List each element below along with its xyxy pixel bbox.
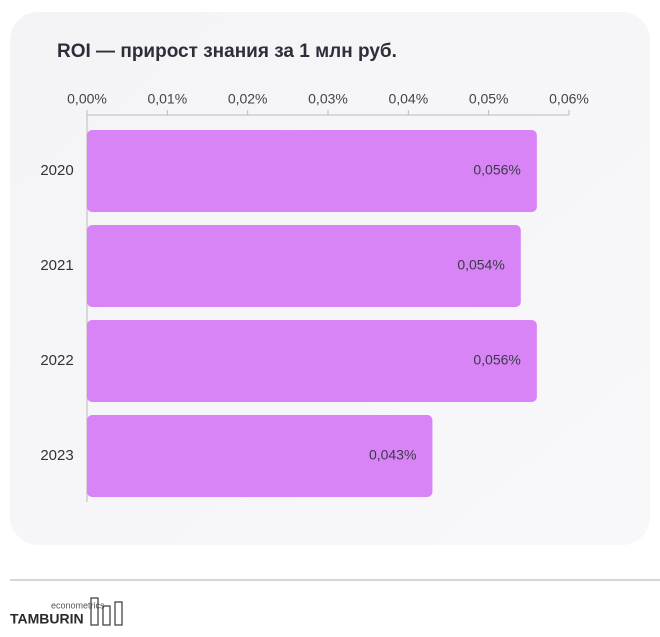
- chart-title: ROI — прирост знания за 1 млн руб.: [57, 41, 397, 62]
- x-tick-label: 0,03%: [308, 91, 348, 107]
- y-tick-label: 2020: [40, 162, 73, 179]
- y-tick-label: 2023: [40, 447, 73, 464]
- value-label: 0,043%: [369, 447, 416, 463]
- x-tick-label: 0,01%: [147, 91, 187, 107]
- value-label: 0,054%: [457, 257, 504, 273]
- value-label: 0,056%: [473, 352, 520, 368]
- x-tick-label: 0,00%: [67, 91, 107, 107]
- x-tick-label: 0,05%: [469, 91, 509, 107]
- bar: [87, 130, 537, 212]
- footer-tagline: econometrics: [51, 600, 105, 610]
- bar: [87, 320, 537, 402]
- value-label: 0,056%: [473, 162, 520, 178]
- bar: [87, 225, 521, 307]
- x-tick-label: 0,02%: [228, 91, 268, 107]
- footer-brand: TAMBURIN: [10, 611, 84, 627]
- x-tick-label: 0,06%: [549, 91, 589, 107]
- footer-logo: [90, 597, 123, 626]
- bar: [87, 415, 433, 497]
- y-tick-label: 2022: [40, 352, 73, 369]
- y-tick-label: 2021: [40, 257, 73, 274]
- x-tick-label: 0,04%: [388, 91, 428, 107]
